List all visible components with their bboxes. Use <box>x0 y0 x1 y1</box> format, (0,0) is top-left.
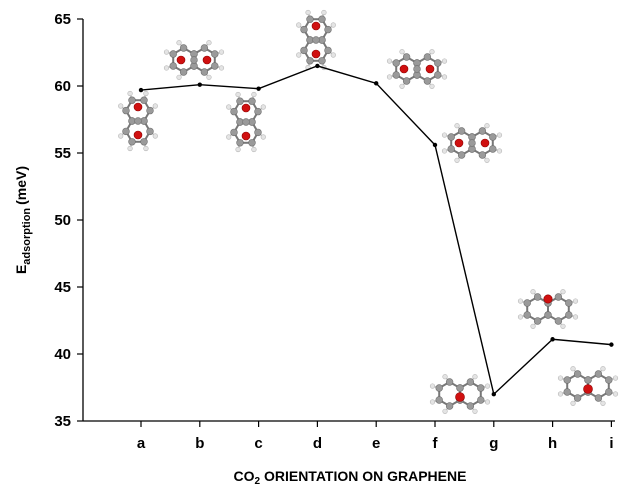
y-tick-label: 35 <box>54 413 71 430</box>
data-point-f <box>432 142 438 148</box>
data-point-d <box>315 63 320 69</box>
data-point-a <box>138 87 144 93</box>
y-axis-title: Eadsorption (meV) <box>13 166 33 274</box>
co2-on-graphene-orientation-e-icon <box>386 49 448 89</box>
x-axis-title-post: ORIENTATION ON GRAPHENE <box>260 468 466 484</box>
data-point-i <box>609 342 614 347</box>
x-tick-label: f <box>433 435 439 452</box>
x-axis-title-subscript: 2 <box>255 476 261 485</box>
y-tick-label: 55 <box>54 145 71 162</box>
co2-on-graphene-orientation-f-icon <box>441 123 503 163</box>
x-tick-label: a <box>137 435 146 452</box>
axes <box>82 19 615 422</box>
y-axis-title-main: E <box>13 265 29 274</box>
y-tick-label: 50 <box>54 212 71 229</box>
co2-on-graphene-orientation-h-icon <box>517 289 579 329</box>
y-axis-title-subscript: adsorption <box>21 208 33 265</box>
co2-on-graphene-orientation-i-icon <box>557 366 619 406</box>
co2-on-graphene-orientation-g-icon <box>429 374 491 414</box>
series-line-group <box>138 63 614 397</box>
x-tick-label: c <box>254 435 262 452</box>
co2-on-graphene-orientation-d-icon <box>296 9 336 71</box>
x-tick-label: i <box>609 435 613 452</box>
x-axis-title: CO2 ORIENTATION ON GRAPHENE <box>234 468 467 485</box>
y-tick-label: 40 <box>54 346 71 363</box>
co2-on-graphene-orientation-a-icon <box>118 90 158 152</box>
x-tick-label: b <box>195 435 204 452</box>
y-axis-title-unit: (meV) <box>13 166 29 205</box>
y-tick-label: 45 <box>54 279 71 296</box>
y-tick-label: 65 <box>54 11 71 28</box>
data-point-b <box>197 82 202 87</box>
x-axis-title-pre: CO <box>234 468 255 484</box>
co2-on-graphene-orientation-b-icon <box>163 40 225 80</box>
x-tick-label: h <box>548 435 557 452</box>
x-tick-label: e <box>372 435 380 452</box>
data-point-c <box>256 86 261 91</box>
molecule-insets <box>118 9 619 414</box>
y-ticks: 35 40 45 50 55 60 65 <box>54 11 83 430</box>
x-ticks: a b c d e f g h i <box>137 421 613 452</box>
co2-on-graphene-orientation-c-icon <box>226 91 266 153</box>
data-point-e <box>374 81 379 86</box>
x-tick-label: d <box>313 435 322 452</box>
x-tick-label: g <box>489 435 498 452</box>
y-tick-label: 60 <box>54 78 71 95</box>
series-line <box>140 65 612 396</box>
data-point-g <box>491 392 496 397</box>
data-point-h <box>550 337 555 342</box>
